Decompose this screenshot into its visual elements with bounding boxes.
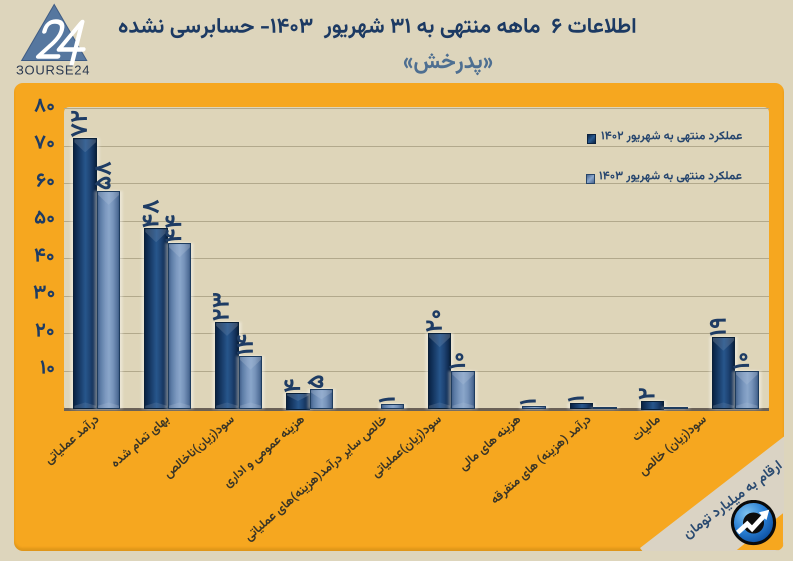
svg-text:ЗOURSE24: ЗOURSE24 bbox=[16, 63, 90, 78]
